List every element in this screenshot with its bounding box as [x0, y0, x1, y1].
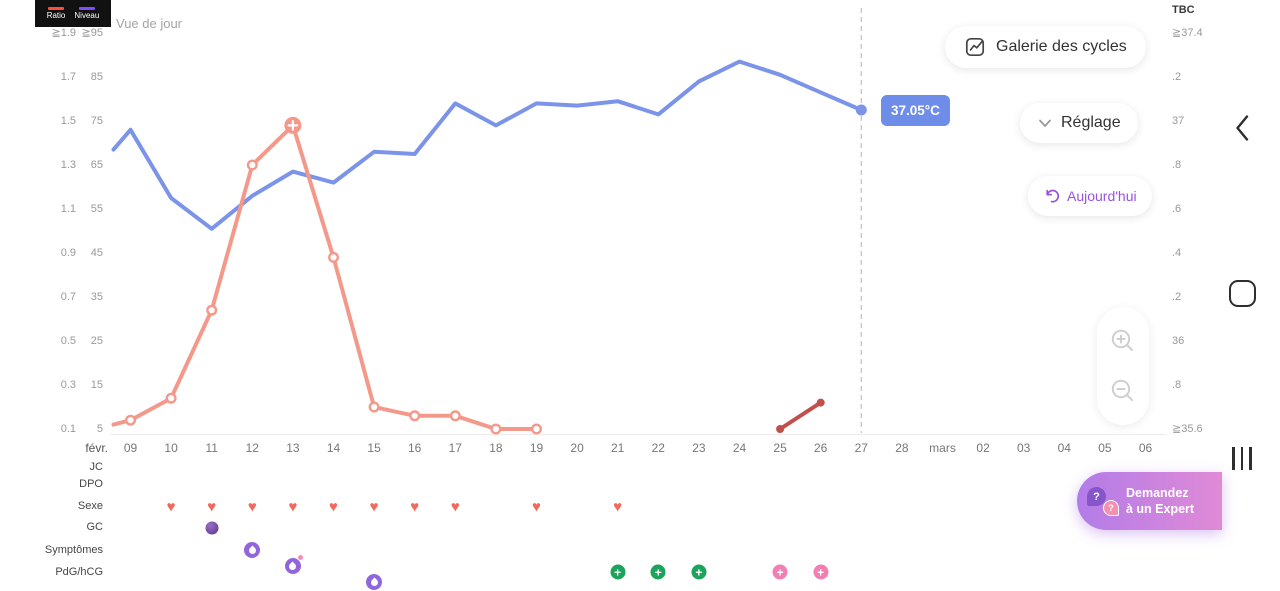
niveau-legend-label: Niveau [74, 10, 100, 20]
x-axis-day-label[interactable]: 18 [489, 441, 503, 455]
undo-icon [1046, 189, 1060, 203]
today-label: Aujourd'hui [1067, 188, 1137, 204]
sexe-heart-icon[interactable]: ♥ [247, 498, 257, 516]
cycle-gallery-icon [965, 37, 985, 57]
symptom-icon[interactable] [366, 574, 383, 590]
x-axis-day-label[interactable]: 15 [367, 441, 381, 455]
ratio-legend-label: Ratio [46, 10, 66, 20]
x-axis-day-label[interactable]: 11 [205, 441, 218, 455]
ask-expert-label: Demandez à un Expert [1126, 485, 1195, 516]
x-axis-day-label[interactable]: 13 [286, 441, 300, 455]
sexe-heart-icon[interactable]: ♥ [532, 498, 541, 516]
niveau-legend-swatch [78, 7, 95, 10]
pdg-hcg-pink-plus-icon[interactable]: + [813, 564, 829, 580]
zoom-out-button[interactable] [1106, 374, 1140, 408]
settings-button[interactable]: Réglage [1020, 103, 1138, 143]
sexe-heart-icon[interactable]: ♥ [329, 498, 338, 516]
sexe-heart-icon[interactable]: ♥ [613, 498, 623, 516]
x-axis-day-label[interactable]: 27 [854, 441, 868, 455]
chevron-down-icon [1039, 119, 1051, 127]
back-chevron-icon [1236, 115, 1249, 141]
magnifier-minus-icon [1111, 380, 1133, 402]
cycle-gallery-label: Galerie des cycles [996, 38, 1127, 55]
x-axis-day-label[interactable]: 10 [164, 441, 178, 455]
x-axis-day-label[interactable]: 22 [651, 441, 665, 455]
view-mode-label: Vue de jour [116, 16, 183, 31]
sexe-heart-icon[interactable]: ♥ [450, 498, 460, 516]
x-axis-day-label[interactable]: 16 [408, 441, 422, 455]
x-axis-day-label[interactable]: 26 [814, 441, 828, 455]
x-axis-day-label[interactable]: 25 [773, 441, 787, 455]
pdg-hcg-green-plus-icon[interactable]: + [691, 564, 707, 580]
legend-item-ratio: Ratio [46, 7, 66, 20]
x-axis-day-label[interactable]: 12 [245, 441, 259, 455]
ratio-legend-swatch [48, 7, 65, 10]
x-axis-day-label[interactable]: 05 [1098, 441, 1112, 455]
x-axis-day-label[interactable]: 04 [1057, 441, 1071, 455]
x-axis-day-label[interactable]: 06 [1138, 441, 1153, 455]
magnifier-plus-icon [1111, 329, 1133, 351]
x-axis-day-label[interactable]: 03 [1017, 441, 1031, 455]
settings-label: Réglage [1061, 114, 1121, 131]
x-axis-day-label[interactable]: 24 [732, 441, 747, 455]
x-axis-day-label[interactable]: 28 [895, 441, 909, 455]
sexe-heart-icon[interactable]: ♥ [410, 498, 420, 516]
chat-bubbles-icon: ? ? [1087, 486, 1119, 516]
x-axis-day-label[interactable]: 09 [123, 441, 138, 455]
cycle-gallery-button[interactable]: Galerie des cycles [945, 26, 1146, 68]
zoom-panel [1097, 307, 1149, 425]
today-button[interactable]: Aujourd'hui [1028, 176, 1152, 216]
nav-recents-button[interactable] [1232, 447, 1252, 470]
x-axis-day-label[interactable]: 17 [448, 441, 462, 455]
x-axis-day-label[interactable]: 21 [611, 441, 625, 455]
symptom-icon[interactable] [284, 555, 303, 574]
x-axis-day-label[interactable]: mars [929, 441, 956, 455]
x-axis-day-label[interactable]: 19 [529, 441, 544, 455]
sexe-heart-icon[interactable]: ♥ [207, 498, 217, 516]
gc-icon[interactable] [205, 521, 219, 535]
sexe-heart-icon[interactable]: ♥ [166, 498, 176, 516]
ask-expert-button[interactable]: ? ? Demandez à un Expert [1077, 472, 1222, 530]
sexe-heart-icon[interactable]: ♥ [369, 498, 379, 516]
symptom-icon[interactable] [244, 542, 261, 558]
nav-home-button[interactable] [1229, 280, 1256, 307]
x-axis-day-label[interactable]: 23 [692, 441, 706, 455]
chart-legend: Ratio Niveau [35, 0, 111, 27]
temperature-tooltip: 37.05°C [881, 95, 950, 126]
pdg-hcg-pink-plus-icon[interactable]: + [772, 564, 788, 580]
x-axis-day-label[interactable]: 14 [326, 441, 341, 455]
x-axis-day-label[interactable]: 02 [976, 441, 990, 455]
sexe-heart-icon[interactable]: ♥ [288, 498, 298, 516]
nav-back-button[interactable] [1234, 114, 1250, 147]
x-axis-day-label[interactable]: 20 [570, 441, 584, 455]
zoom-in-button[interactable] [1106, 324, 1140, 358]
pdg-hcg-green-plus-icon[interactable]: + [610, 564, 626, 580]
legend-item-niveau: Niveau [74, 7, 99, 20]
pdg-hcg-green-plus-icon[interactable]: + [650, 564, 666, 580]
